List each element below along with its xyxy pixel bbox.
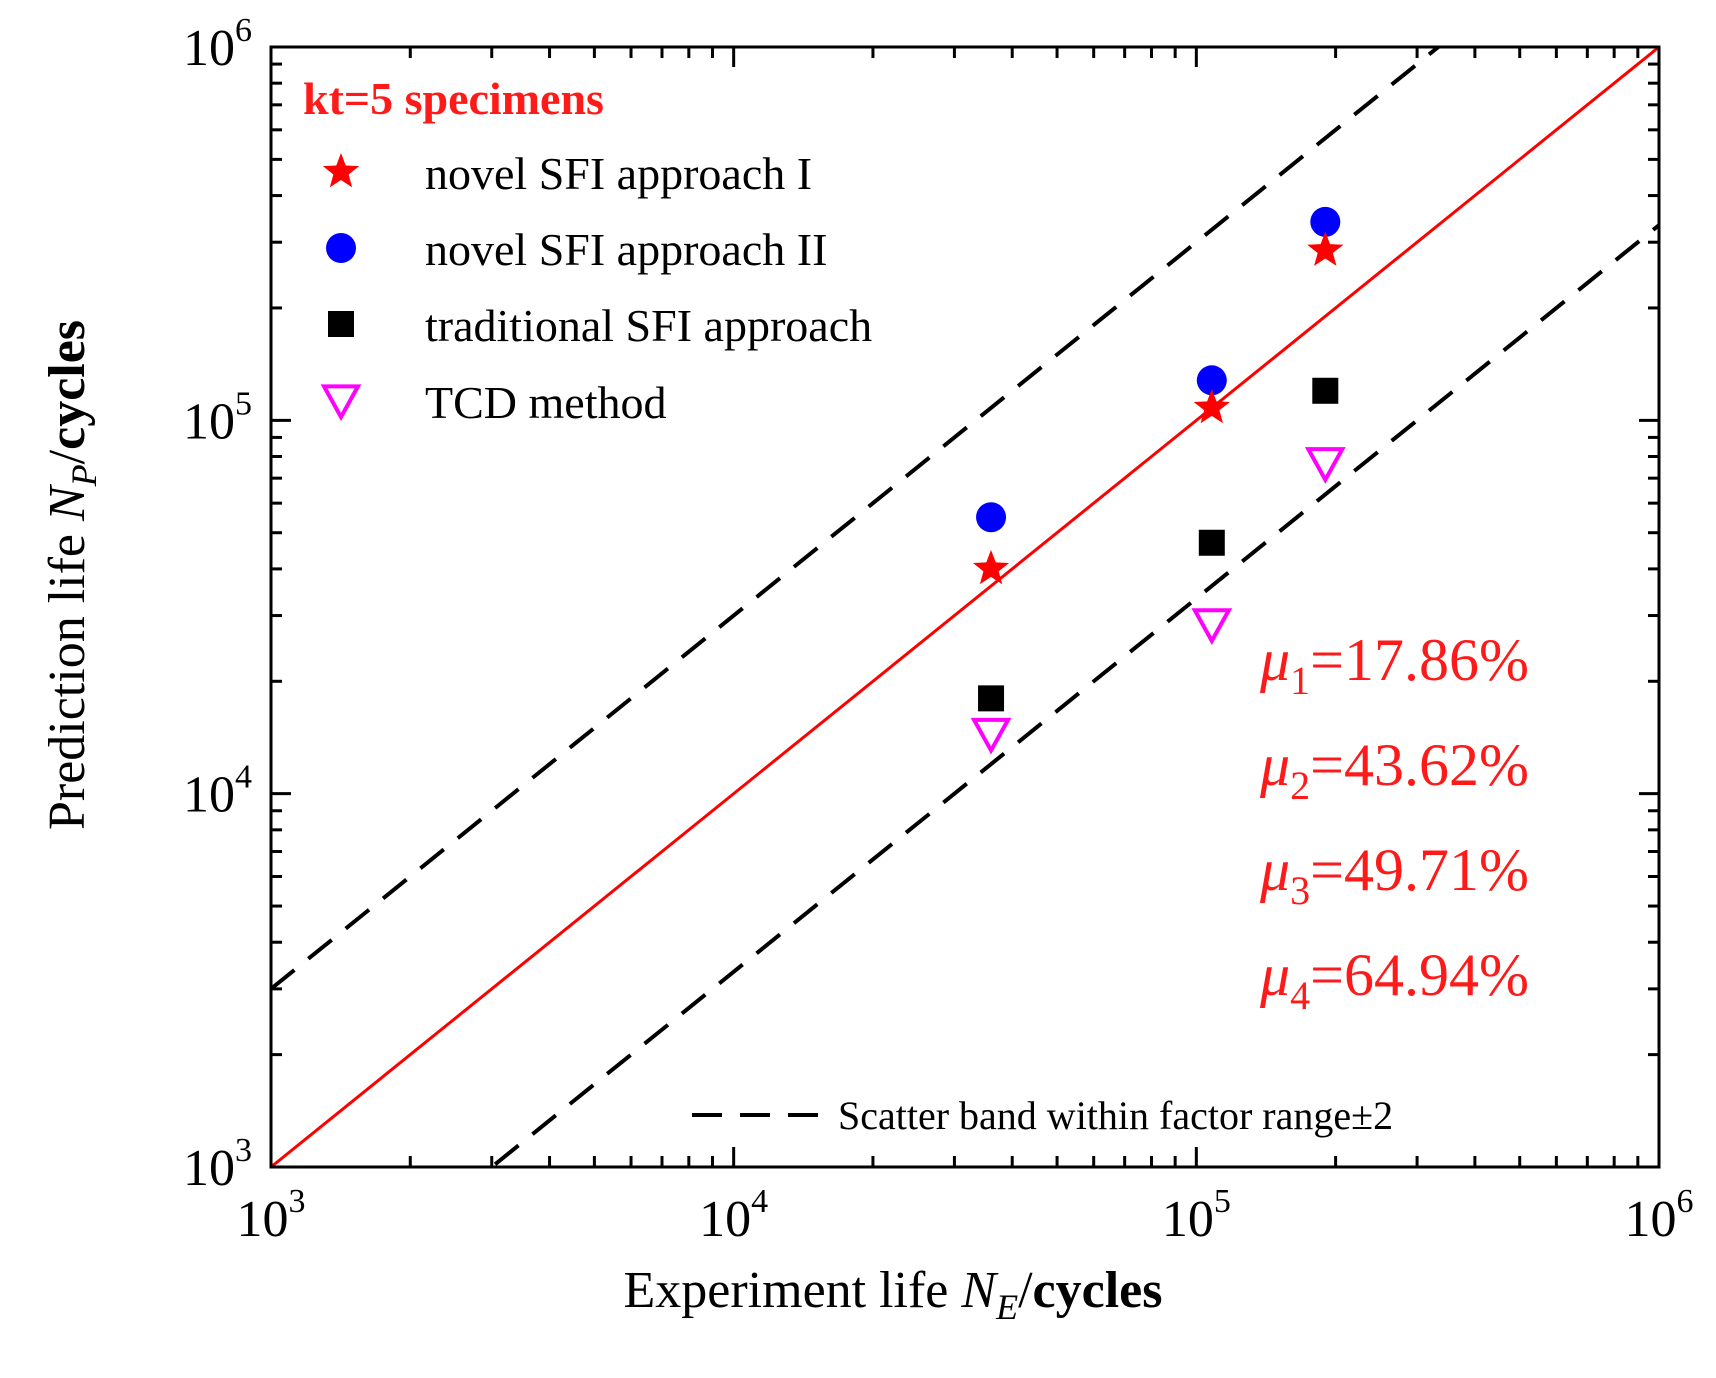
legend-label-series-4: TCD method [425,377,666,428]
error-annotations: μ1=17.86% μ2=43.62% μ3=49.71% μ4=64.94% [1259,627,1529,1018]
y-tick-label: 105 [183,385,252,450]
legend-label-series-1: novel SFI approach I [425,148,812,199]
point-square-3 [1312,377,1339,404]
mu-annotation-2: μ2=43.62% [1259,732,1529,808]
x-tick-label: 106 [1625,1183,1694,1248]
point-square-1 [978,685,1005,712]
reference-line-3 [488,223,1659,1167]
y-tick-label: 103 [183,1132,252,1197]
scatter-band-label: Scatter band within factor range±2 [838,1093,1393,1138]
legend-marker-circle [326,233,356,263]
y-tick-label: 106 [183,12,252,77]
legend-title: kt=5 specimens [303,73,604,124]
plot-frame [269,45,1661,1169]
reference-lines [271,47,1659,1167]
point-triangle-down-open-3 [1304,447,1346,484]
mu-annotation-1: μ1=17.86% [1259,627,1529,703]
point-star-3 [1307,231,1344,266]
tick-labels: 103 104 105 106 103 104 105 106 [183,12,1694,1248]
legend-markers [320,153,362,422]
point-triangle-down-open-2 [1191,608,1233,645]
axis-ticks [269,45,1661,1169]
mu-annotation-3: μ3=49.71% [1259,837,1529,913]
point-circle-1 [976,502,1007,533]
x-axis-label: Experiment life NE/cycles [624,1262,1163,1327]
x-tick-label: 104 [699,1183,768,1248]
point-triangle-down-open-1 [970,717,1012,755]
reference-line-1 [271,47,1659,1167]
x-tick-label: 103 [237,1183,306,1248]
point-circle-3 [1310,206,1341,237]
point-circle-2 [1196,365,1227,396]
x-tick-label: 105 [1162,1183,1231,1248]
reference-line-2 [271,47,1442,991]
y-axis-label: Prediction life NP/cycles [39,320,104,830]
legend-marker-star [322,153,360,188]
legend-label-series-2: novel SFI approach II [425,224,827,275]
legend: kt=5 specimens novel SFI approach I nove… [303,73,872,428]
point-star-1 [973,549,1010,585]
data-points [970,206,1346,755]
y-tick-label: 104 [183,759,252,824]
legend-marker-square [328,311,354,337]
scatter-band-legend: Scatter band within factor range±2 [692,1093,1393,1138]
legend-marker-triangle-down-open [320,384,362,422]
point-star-2 [1193,388,1230,424]
legend-label-series-3: traditional SFI approach [425,300,872,351]
point-square-2 [1198,529,1225,556]
mu-annotation-4: μ4=64.94% [1259,942,1529,1018]
